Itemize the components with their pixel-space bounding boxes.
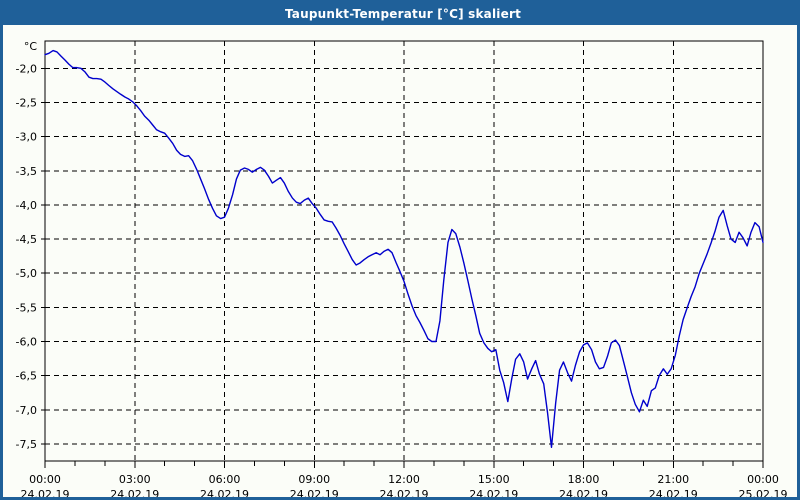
chart-svg: -2,0 -2,5 -3,0 -3,5 -4,0 -4,5 -5,0 -5,5 -6,0 -6,5… (16, 40, 788, 500)
x-tick-label-time: 00:00 (29, 473, 61, 486)
x-tick-label-date: 24.02.19 (649, 488, 698, 500)
x-tick-label-time: 18:00 (568, 473, 600, 486)
y-tick-label: -4,5 (16, 233, 37, 246)
y-tick-label: -7,0 (16, 404, 37, 417)
y-tick-label: -6,5 (16, 370, 37, 383)
x-tick-label-date: 24.02.19 (559, 488, 608, 500)
y-axis-unit-label: °C (24, 40, 38, 53)
y-axis-unit: °C (24, 40, 38, 53)
y-tick-label: -6,0 (16, 335, 37, 348)
x-tick-label-time: 12:00 (388, 473, 420, 486)
x-tick-label-date: 24.02.19 (380, 488, 429, 500)
x-axis-labels: 00:00 24.02.19 03:00 24.02.19 06:00 24.02.19 0… (21, 473, 788, 500)
plot-frame (44, 40, 764, 462)
y-tick-label: -3,0 (16, 131, 37, 144)
x-tick-label-time: 00:00 (747, 473, 779, 486)
y-axis-labels: -2,0 -2,5 -3,0 -3,5 -4,0 -4,5 -5,0 -5,5 -6,0 -6,5… (16, 62, 37, 451)
chart-plot-area: -2,0 -2,5 -3,0 -3,5 -4,0 -4,5 -5,0 -5,5 -6,0 -6,5… (3, 25, 797, 500)
y-tick-label: -3,5 (16, 165, 37, 178)
y-tick-label: -2,0 (16, 62, 37, 75)
axis-ticks (41, 67, 764, 468)
x-tick-label-date: 24.02.19 (21, 488, 70, 500)
x-tick-label-time: 15:00 (478, 473, 510, 486)
x-tick-label-time: 06:00 (209, 473, 241, 486)
x-tick-label-date: 24.02.19 (290, 488, 339, 500)
x-tick-label-date: 24.02.19 (110, 488, 159, 500)
window-title: Taupunkt-Temperatur [°C] skaliert (3, 3, 797, 25)
y-tick-label: -5,5 (16, 301, 37, 314)
data-series-line (44, 49, 764, 449)
x-tick-label-time: 03:00 (119, 473, 151, 486)
x-tick-label-date: 24.02.19 (200, 488, 249, 500)
y-tick-label: -4,0 (16, 199, 37, 212)
grid-lines (45, 41, 763, 461)
x-tick-label-time: 21:00 (657, 473, 689, 486)
y-tick-label: -5,0 (16, 267, 37, 280)
y-tick-label: -7,5 (16, 438, 37, 451)
x-tick-label-date: 24.02.19 (469, 488, 518, 500)
y-tick-label: -2,5 (16, 96, 37, 109)
x-tick-label-time: 09:00 (298, 473, 330, 486)
x-tick-label-date: 25.02.19 (739, 488, 788, 500)
